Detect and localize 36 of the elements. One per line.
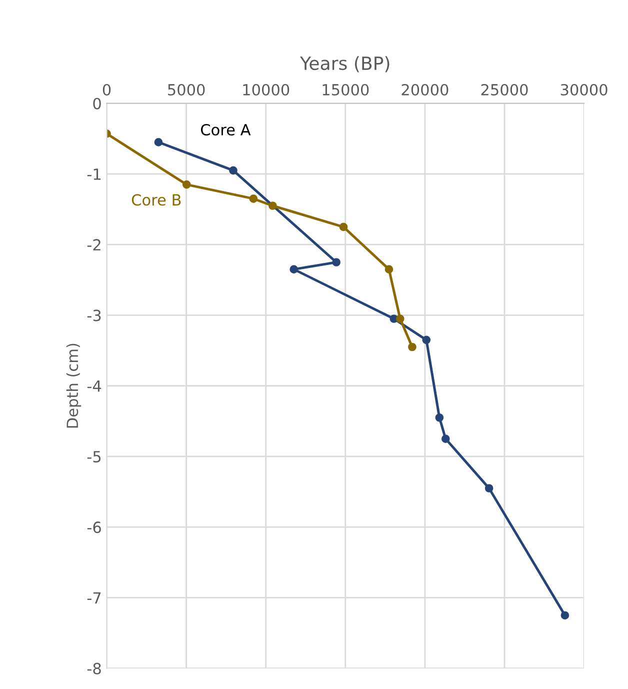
point: [339, 222, 348, 232]
x-tick-label: 25000: [481, 84, 528, 96]
point: [332, 258, 340, 266]
point: [249, 194, 258, 203]
point: [290, 265, 298, 274]
series-label: Core B: [132, 194, 181, 206]
point: [182, 180, 191, 189]
point: [229, 166, 238, 175]
y-tick-label: -8: [87, 662, 101, 674]
x-tick-label: 20000: [402, 84, 448, 96]
y-tick-label: -2: [87, 239, 100, 250]
y-tick-label: -5: [87, 451, 101, 462]
point: [484, 484, 494, 492]
point: [396, 314, 404, 323]
x-tick-label: 30000: [560, 84, 608, 96]
y-tick-label: -1: [87, 168, 100, 180]
y-tick-label: -6: [87, 522, 101, 534]
point: [560, 611, 570, 620]
x-tick-label: 10000: [243, 84, 290, 96]
y-tick-label: -7: [87, 592, 101, 604]
series-label: Core A: [200, 124, 251, 136]
point: [384, 265, 394, 274]
x-tick-label: 15000: [322, 84, 369, 96]
y-tick-label: 0: [93, 98, 101, 110]
point: [154, 138, 163, 146]
point: [435, 413, 444, 422]
y-tick-label: -3: [87, 310, 101, 322]
x-axis-title: Years (BP): [300, 56, 390, 72]
point: [422, 336, 431, 344]
point: [268, 202, 277, 210]
x-tick-label: 5000: [168, 84, 205, 96]
y-tick-label: -4: [87, 380, 102, 392]
point: [441, 434, 450, 443]
point: [408, 342, 416, 352]
x-tick-label: 0: [102, 84, 111, 96]
y-axis-title: Depth (cm): [66, 344, 82, 428]
